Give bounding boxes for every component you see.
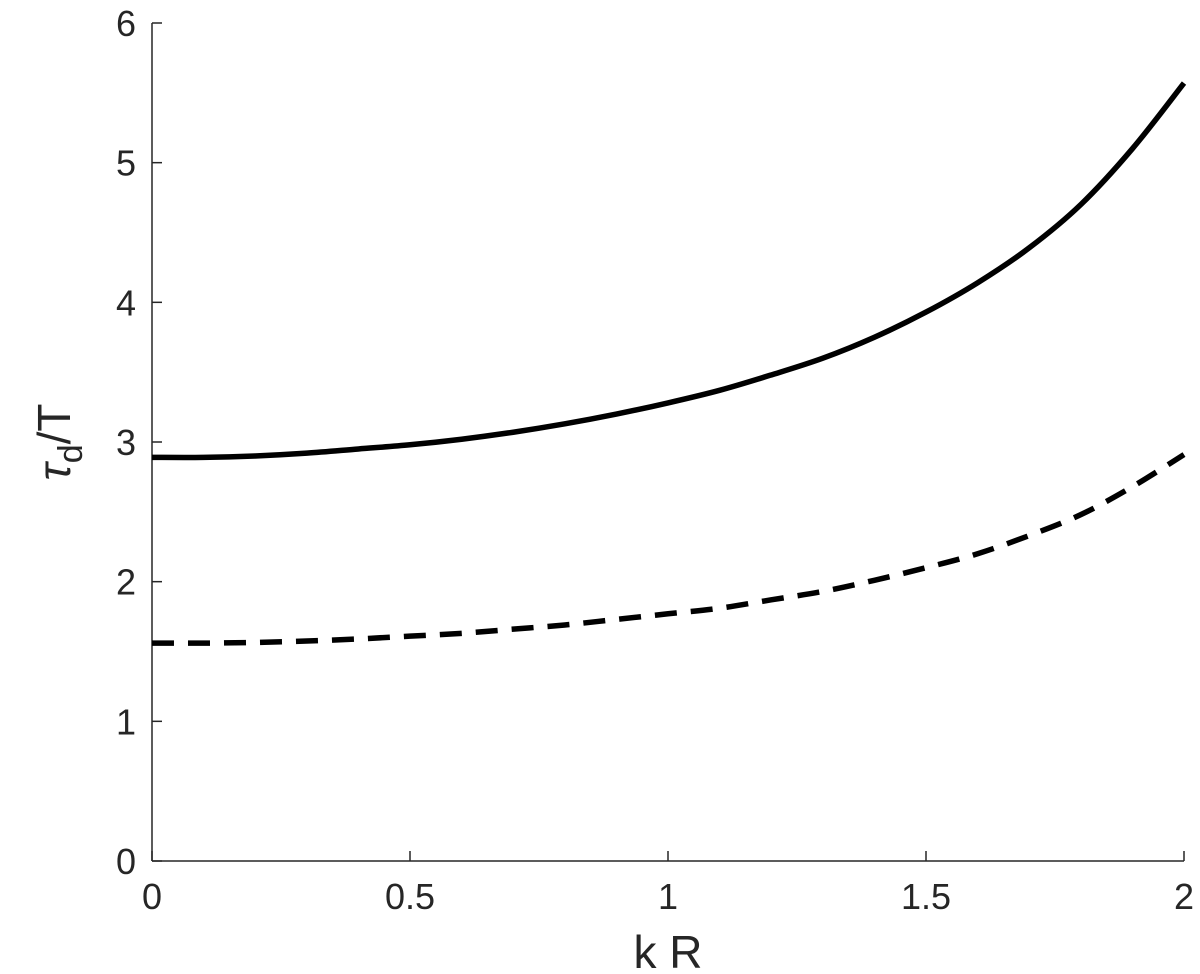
y-axis-label-subscript: d	[52, 444, 90, 463]
y-tick-label: 5	[116, 143, 136, 184]
y-tick-label: 4	[116, 282, 136, 323]
axes	[151, 23, 1184, 862]
x-ticks: 0 0.5 1 1.5 2	[142, 851, 1194, 917]
x-tick-label: 0	[142, 876, 162, 917]
x-tick-label: 2	[1174, 876, 1194, 917]
y-tick-label: 3	[116, 422, 136, 463]
x-tick-label: 0.5	[385, 876, 435, 917]
y-tick-label: 6	[116, 3, 136, 44]
series-line-dashed	[151, 452, 1186, 646]
series-group	[151, 81, 1187, 646]
y-tick-label: 1	[116, 701, 136, 742]
x-tick-label: 1.5	[901, 876, 951, 917]
x-axis-label: k R	[634, 926, 703, 974]
y-tick-label: 2	[116, 562, 136, 603]
y-axis-label: τd/T	[28, 403, 90, 480]
y-axis-label-main: τ	[28, 461, 80, 481]
y-ticks: 0 1 2 3 4 5 6	[116, 3, 162, 882]
y-tick-label: 0	[116, 841, 136, 882]
x-tick-label: 1	[658, 876, 678, 917]
y-axis-label-suffix: /T	[28, 403, 80, 444]
series-line-solid	[151, 81, 1187, 461]
